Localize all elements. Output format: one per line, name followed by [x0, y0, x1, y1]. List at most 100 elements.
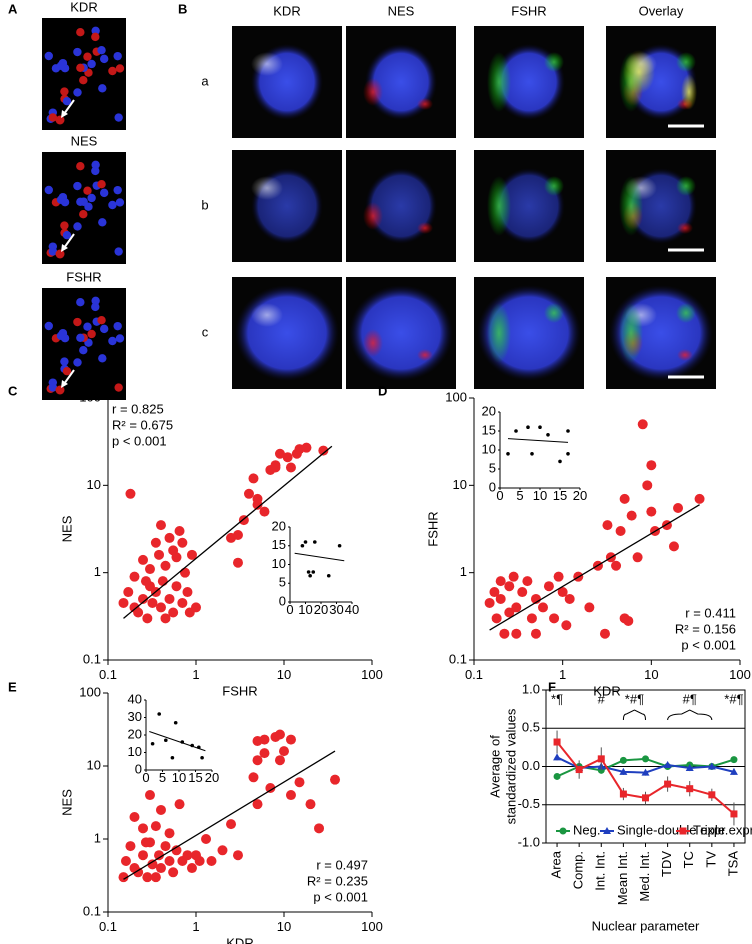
point [155, 804, 166, 815]
legend-marker [603, 827, 611, 834]
point [154, 549, 165, 560]
point [707, 762, 716, 770]
signal [681, 74, 697, 110]
point [270, 462, 281, 473]
point [642, 755, 649, 763]
panel-label: A [8, 1, 18, 16]
column-title: FSHR [511, 3, 546, 18]
point [553, 738, 561, 746]
point [597, 755, 605, 763]
panel-label: F [548, 679, 556, 694]
y-tick-label: 0 [135, 761, 142, 776]
stat-text: p < 0.001 [313, 889, 368, 904]
point [252, 755, 263, 766]
y-tick-label: 30 [128, 709, 142, 724]
cell-dot [55, 249, 65, 259]
y-tick-label: 20 [272, 518, 286, 533]
x-tick-label: 10 [277, 667, 291, 682]
x-axis-label: KDR [593, 683, 620, 698]
point [558, 459, 562, 464]
y-tick-label: 20 [482, 403, 496, 418]
point [668, 541, 679, 552]
point [282, 452, 293, 463]
cell-dot [58, 192, 68, 202]
y-tick-label: -0.5 [518, 796, 540, 811]
x-tick-label: 10 [644, 667, 658, 682]
y-tick-label: 40 [128, 691, 142, 706]
signal [417, 349, 433, 361]
image-title: FSHR [66, 269, 101, 284]
point [285, 790, 296, 801]
point [318, 445, 329, 456]
point [619, 767, 628, 775]
cell-dot [55, 385, 65, 395]
point [154, 850, 165, 861]
point [160, 613, 171, 624]
annotation: # [598, 691, 606, 706]
point [294, 777, 305, 788]
nucleus [235, 285, 339, 381]
annotation: #¶ [683, 691, 697, 706]
cell-dot [79, 346, 88, 355]
point [306, 570, 311, 574]
point [611, 560, 622, 571]
cell-dot [79, 76, 88, 85]
y-tick-label: 10 [128, 744, 142, 759]
x-tick-label: 0.1 [465, 667, 483, 682]
signal [544, 303, 564, 323]
x-tick-label: 30 [329, 602, 343, 617]
point [171, 581, 182, 592]
point [615, 525, 626, 536]
panel-label: D [378, 383, 387, 398]
point [314, 823, 325, 834]
y-tick-label: -1.0 [518, 834, 540, 849]
cell-dot [58, 328, 68, 338]
point [517, 587, 528, 598]
point [248, 473, 259, 484]
point [664, 780, 672, 788]
point [232, 529, 243, 540]
point [619, 493, 630, 504]
annotation: *#¶ [625, 691, 644, 706]
cell-dot [114, 113, 123, 122]
x-tick-label: 0 [286, 602, 293, 617]
x-tick-label: 100 [361, 667, 383, 682]
cell-dot [87, 193, 96, 203]
x-tick-label: TDV [659, 851, 674, 877]
point [138, 554, 149, 565]
cell-dot [115, 64, 125, 73]
fit-line [294, 552, 345, 562]
cell-dot [73, 181, 82, 191]
point [632, 552, 643, 563]
bracket [667, 709, 713, 721]
point [663, 760, 672, 768]
cell-dot [60, 221, 69, 230]
arrow [63, 99, 75, 115]
point [326, 573, 331, 578]
signal [619, 303, 643, 363]
point [155, 863, 166, 874]
cell-dot [44, 321, 53, 331]
nucleus [349, 285, 453, 381]
cell-dot [108, 336, 117, 346]
y-tick-label: 20 [128, 726, 142, 741]
point [138, 823, 149, 834]
x-tick-label: 20 [205, 770, 219, 785]
point [623, 615, 634, 626]
y-tick-label: 1 [94, 564, 101, 579]
point [232, 557, 243, 568]
cell-dot [91, 166, 100, 176]
cell-dot [97, 46, 106, 55]
x-tick-label: TSA [725, 851, 740, 877]
cell-dot [83, 322, 92, 331]
point [182, 587, 193, 598]
point [308, 573, 312, 578]
x-axis-label: KDR [226, 935, 253, 944]
signal [487, 303, 511, 363]
point [484, 597, 495, 608]
arrow-head [61, 110, 68, 118]
x-tick-label: 5 [159, 770, 166, 785]
point [129, 571, 140, 582]
point [201, 834, 212, 844]
cell-dot [99, 188, 109, 198]
